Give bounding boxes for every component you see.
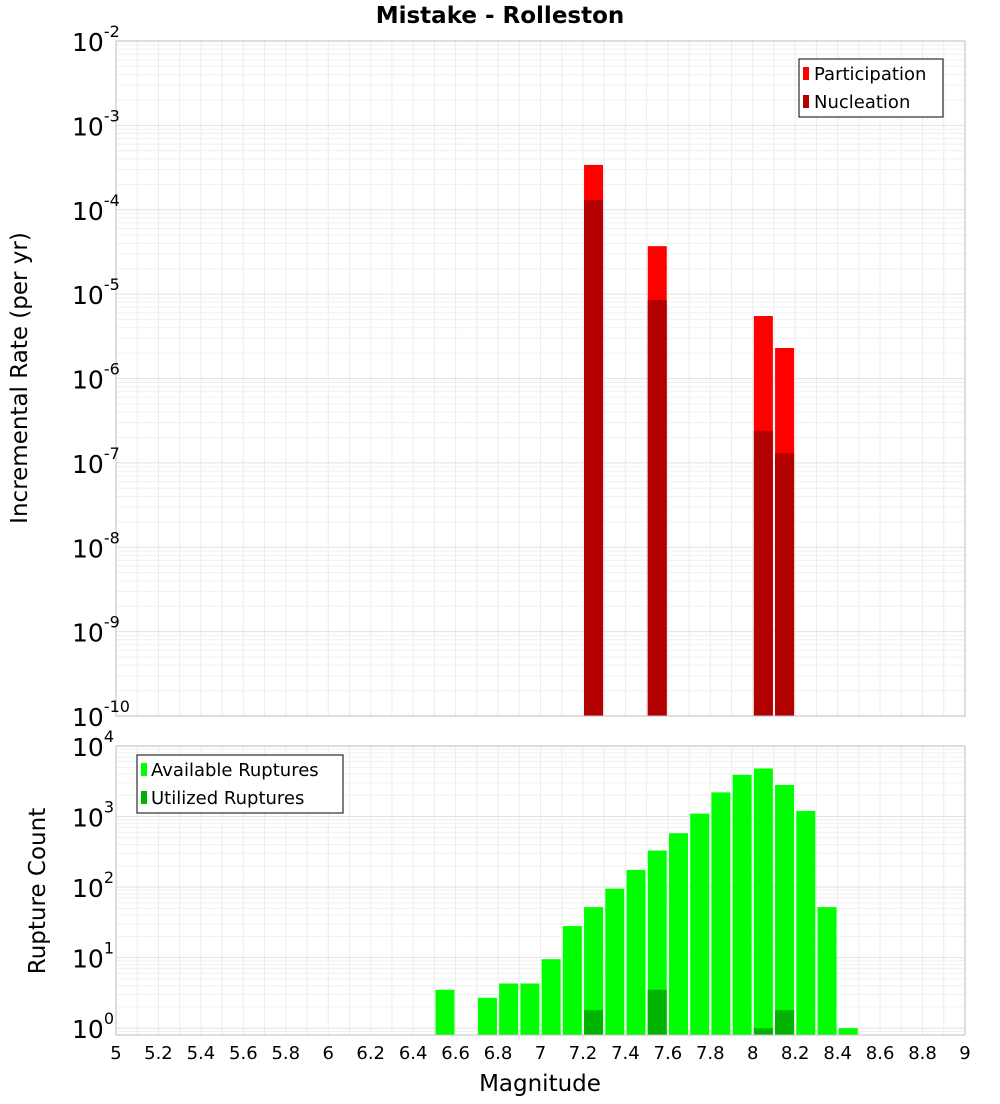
x-tick-label: 6.4 [399, 1043, 428, 1064]
available-ruptures-bar [626, 869, 646, 1035]
bottom_y-tick-label: 104 [72, 727, 114, 762]
bottom-y-axis-label: Rupture Count [25, 808, 51, 974]
nucleation-bar [775, 453, 795, 716]
top_y-tick-label: 10-5 [72, 275, 120, 310]
legend-swatch-nucleation [803, 95, 809, 108]
bottom-y-tick-labels: 100 101 102 103 104 [72, 727, 114, 1044]
x-tick-label: 7.4 [611, 1043, 640, 1064]
available-ruptures-bar [838, 1028, 858, 1035]
x-tick-label: 6.6 [441, 1043, 470, 1064]
available-ruptures-bar [605, 888, 625, 1035]
legend-label-participation: Participation [814, 64, 926, 85]
x-tick-label: 9 [959, 1043, 970, 1064]
available-ruptures-bar [477, 997, 497, 1035]
available-ruptures-bar [435, 989, 455, 1035]
top-panel-frame [115, 40, 966, 717]
legend-label-utilized-ruptures: Utilized Ruptures [151, 788, 304, 809]
x-tick-label: 8.6 [866, 1043, 895, 1064]
available-ruptures-bar [647, 850, 667, 1035]
x-tick-label: 6.8 [484, 1043, 513, 1064]
x-tick-label: 7.6 [654, 1043, 683, 1064]
chart-title: Mistake - Rolleston [376, 3, 625, 29]
bottom_y-tick-label: 100 [72, 1009, 114, 1044]
x-tick-label: 8.2 [781, 1043, 810, 1064]
nucleation-bar [584, 200, 604, 716]
utilized-ruptures-bar [647, 989, 667, 1035]
x-tick-labels: 5 5.2 5.4 5.6 5.8 6 6.2 6.4 6.6 6.8 7 7.2 7.4 7.6 7.8 8… [110, 1043, 970, 1064]
utilized-ruptures-bar [775, 1010, 795, 1035]
x-tick-label: 6.2 [356, 1043, 385, 1064]
top_y-tick-label: 10-6 [72, 360, 120, 395]
available-ruptures-bar [796, 810, 816, 1035]
available-ruptures-bar [520, 983, 540, 1035]
available-ruptures-bar [732, 774, 752, 1035]
top-panel-bars [584, 164, 795, 716]
x-tick-label: 7.8 [696, 1043, 725, 1064]
legend-swatch-available-ruptures [141, 763, 147, 776]
top_y-tick-label: 10-7 [72, 444, 120, 479]
legend-swatch-utilized-ruptures [141, 791, 147, 804]
nucleation-bar [753, 430, 773, 716]
available-ruptures-bar [711, 792, 731, 1035]
top_y-tick-label: 10-4 [72, 191, 120, 226]
top-legend: Participation Nucleation [798, 58, 944, 118]
available-ruptures-bar [690, 813, 710, 1035]
top_y-tick-label: 10-3 [72, 106, 120, 141]
available-ruptures-bar [562, 926, 582, 1035]
bottom-panel-frame [115, 745, 966, 1036]
bottom-legend-box [136, 754, 344, 814]
x-tick-label: 5.8 [271, 1043, 300, 1064]
legend-label-available-ruptures: Available Ruptures [151, 760, 319, 781]
x-tick-label: 5 [110, 1043, 121, 1064]
available-ruptures-bar [775, 784, 795, 1035]
top-y-tick-labels: 10-10 10-9 10-8 10-7 10-6 10-5 10-4 10-3 10-2 [72, 22, 130, 732]
x-tick-label: 8.4 [823, 1043, 852, 1064]
top_y-tick-label: 10-9 [72, 613, 120, 648]
top_y-tick-label: 10-10 [72, 697, 130, 732]
bottom_y-tick-label: 101 [72, 939, 114, 974]
available-ruptures-bar [584, 907, 604, 1035]
x-tick-label: 8 [747, 1043, 758, 1064]
x-tick-label: 5.4 [187, 1043, 216, 1064]
bottom-panel-bars [435, 768, 858, 1035]
legend-label-nucleation: Nucleation [814, 92, 910, 113]
x-axis-label: Magnitude [479, 1071, 601, 1097]
utilized-ruptures-bar [753, 1028, 773, 1035]
available-ruptures-bar [753, 768, 773, 1035]
available-ruptures-bar [541, 959, 561, 1035]
top_y-tick-label: 10-8 [72, 528, 120, 563]
top_y-tick-label: 10-2 [72, 22, 120, 57]
utilized-ruptures-bar [584, 1010, 604, 1035]
x-tick-label: 8.8 [908, 1043, 937, 1064]
available-ruptures-bar [817, 907, 837, 1035]
x-tick-label: 7.2 [569, 1043, 598, 1064]
top-panel-grid [115, 40, 966, 717]
x-tick-label: 6 [323, 1043, 334, 1064]
x-tick-label: 5.6 [229, 1043, 258, 1064]
available-ruptures-bar [499, 983, 519, 1035]
bottom_y-tick-label: 102 [72, 868, 114, 903]
top-legend-box [798, 58, 944, 118]
available-ruptures-bar [668, 833, 688, 1035]
legend-swatch-participation [803, 67, 809, 80]
top-y-axis-label: Incremental Rate (per yr) [7, 232, 33, 524]
nucleation-bar [647, 300, 667, 716]
x-tick-label: 7 [535, 1043, 546, 1064]
x-tick-label: 5.2 [144, 1043, 173, 1064]
bottom-legend: Available Ruptures Utilized Ruptures [136, 754, 344, 814]
bottom_y-tick-label: 103 [72, 798, 114, 833]
